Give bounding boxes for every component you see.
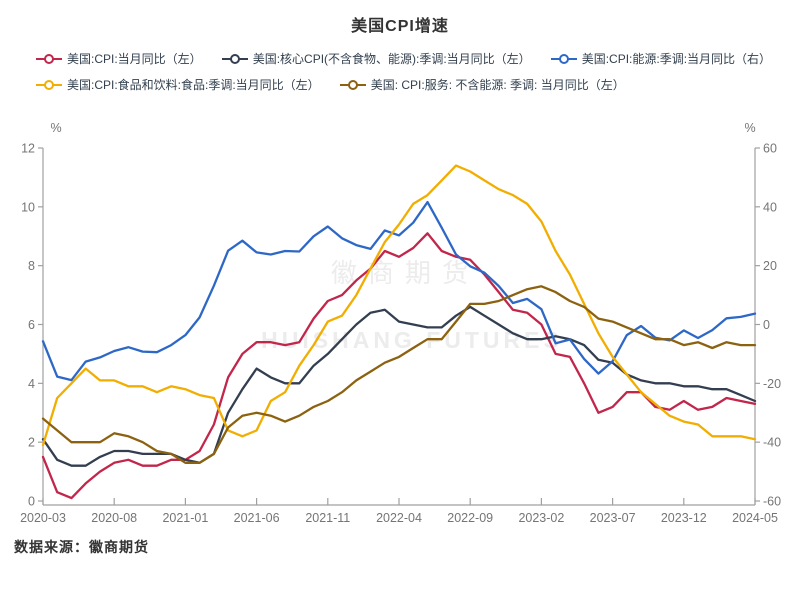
line-circle-marker-icon	[36, 53, 62, 65]
series-line-1	[41, 305, 757, 467]
legend-row-1: 美国:CPI:当月同比（左） 美国:核心CPI(不含食物、能源):季调:当月同比…	[36, 50, 796, 67]
line-circle-marker-icon	[550, 53, 577, 65]
svg-text:2020-03: 2020-03	[20, 511, 66, 525]
legend-item-food: 美国:CPI:食品和饮料:食品:季调:当月同比（左）	[36, 76, 320, 93]
svg-text:2: 2	[28, 436, 35, 450]
svg-text:0: 0	[28, 495, 35, 509]
svg-text:2023-12: 2023-12	[661, 511, 707, 525]
line-circle-marker-icon	[339, 79, 366, 91]
svg-text:2022-09: 2022-09	[447, 511, 493, 525]
legend: 美国:CPI:当月同比（左） 美国:核心CPI(不含食物、能源):季调:当月同比…	[36, 50, 796, 102]
svg-text:2022-04: 2022-04	[376, 511, 422, 525]
svg-text:2021-11: 2021-11	[305, 511, 350, 525]
series-line-4	[41, 285, 757, 464]
legend-label: 美国: CPI:服务: 不含能源: 季调: 当月同比（左）	[370, 78, 625, 92]
svg-text:10: 10	[21, 200, 35, 214]
right-axis-unit: %	[744, 121, 755, 135]
legend-item-services: 美国: CPI:服务: 不含能源: 季调: 当月同比（左）	[339, 76, 625, 93]
page-title: 美国CPI增速	[351, 18, 449, 35]
legend-item-cpi: 美国:CPI:当月同比（左）	[36, 50, 202, 67]
svg-text:20: 20	[763, 259, 777, 273]
svg-text:2020-08: 2020-08	[91, 511, 137, 525]
svg-text:-60: -60	[763, 495, 781, 509]
svg-text:12: 12	[21, 142, 35, 156]
svg-text:-20: -20	[763, 377, 781, 391]
svg-text:0: 0	[763, 318, 770, 332]
line-circle-marker-icon	[221, 53, 248, 65]
left-axis-unit: %	[50, 121, 61, 135]
legend-label: 美国:CPI:食品和饮料:食品:季调:当月同比（左）	[67, 78, 320, 92]
svg-text:-40: -40	[763, 436, 781, 450]
legend-label: 美国:CPI:能源:季调:当月同比（右）	[581, 52, 772, 66]
series-line-0	[41, 232, 757, 500]
svg-text:4: 4	[28, 377, 35, 391]
svg-text:2023-07: 2023-07	[590, 511, 636, 525]
legend-label: 美国:CPI:当月同比（左）	[67, 52, 202, 66]
svg-text:2023-02: 2023-02	[518, 511, 564, 525]
svg-text:60: 60	[763, 142, 777, 156]
svg-text:2024-05: 2024-05	[732, 511, 778, 525]
svg-text:2021-06: 2021-06	[234, 511, 280, 525]
svg-text:6: 6	[28, 318, 35, 332]
legend-item-core-cpi: 美国:核心CPI(不含食物、能源):季调:当月同比（左）	[221, 50, 531, 67]
series-line-2	[41, 200, 757, 382]
series-line-3	[41, 164, 757, 447]
svg-text:8: 8	[28, 259, 35, 273]
legend-item-energy: 美国:CPI:能源:季调:当月同比（右）	[550, 50, 772, 67]
legend-label: 美国:核心CPI(不含食物、能源):季调:当月同比（左）	[252, 52, 531, 66]
line-circle-marker-icon	[36, 79, 62, 91]
svg-text:2021-01: 2021-01	[162, 511, 208, 525]
legend-row-2: 美国:CPI:食品和饮料:食品:季调:当月同比（左） 美国: CPI:服务: 不…	[36, 76, 796, 93]
svg-text:40: 40	[763, 200, 777, 214]
data-source: 数据来源：徽商期货	[14, 539, 149, 555]
